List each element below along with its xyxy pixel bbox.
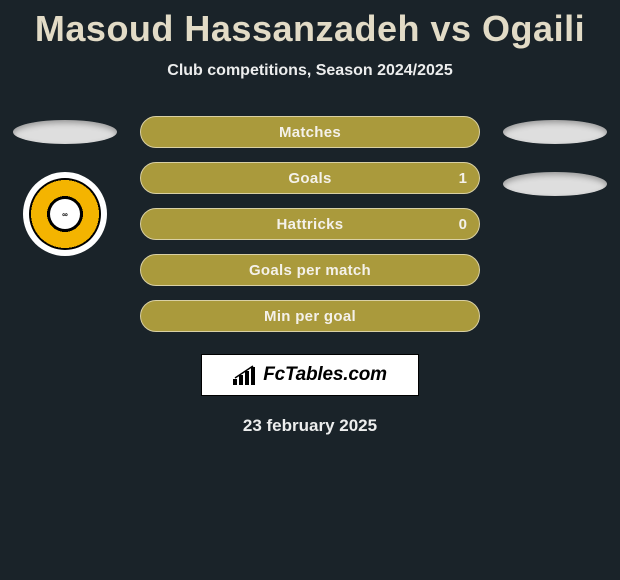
stat-label: Goals per match bbox=[249, 262, 371, 279]
stat-label: Min per goal bbox=[264, 308, 356, 325]
player-right-placeholder-2 bbox=[503, 172, 607, 196]
stat-value-right: 1 bbox=[459, 170, 467, 187]
page-title: Masoud Hassanzadeh vs Ogaili bbox=[0, 0, 620, 50]
stat-label: Matches bbox=[279, 124, 341, 141]
player-left-column: ∞ bbox=[10, 116, 120, 256]
subtitle: Club competitions, Season 2024/2025 bbox=[0, 62, 620, 80]
stat-value-right: 0 bbox=[459, 216, 467, 233]
stat-bar-hattricks: Hattricks 0 bbox=[140, 208, 480, 240]
club-badge-core: ∞ bbox=[50, 199, 80, 229]
player-right-column bbox=[500, 116, 610, 196]
date-line: 23 february 2025 bbox=[0, 416, 620, 436]
stat-bar-matches: Matches bbox=[140, 116, 480, 148]
player-left-placeholder bbox=[13, 120, 117, 144]
stat-label: Hattricks bbox=[277, 216, 344, 233]
brand-box: FcTables.com bbox=[201, 354, 419, 396]
brand-text: FcTables.com bbox=[263, 364, 387, 386]
club-badge-ring: ∞ bbox=[29, 178, 101, 250]
stat-bar-goals: Goals 1 bbox=[140, 162, 480, 194]
player-right-placeholder-1 bbox=[503, 120, 607, 144]
stat-bar-goals-per-match: Goals per match bbox=[140, 254, 480, 286]
comparison-layout: ∞ Matches Goals 1 Hattricks 0 Goals per … bbox=[0, 116, 620, 332]
stat-bar-min-per-goal: Min per goal bbox=[140, 300, 480, 332]
stat-bars: Matches Goals 1 Hattricks 0 Goals per ma… bbox=[140, 116, 480, 332]
stat-label: Goals bbox=[288, 170, 331, 187]
club-badge-left: ∞ bbox=[23, 172, 107, 256]
bars-chart-icon bbox=[233, 365, 259, 385]
